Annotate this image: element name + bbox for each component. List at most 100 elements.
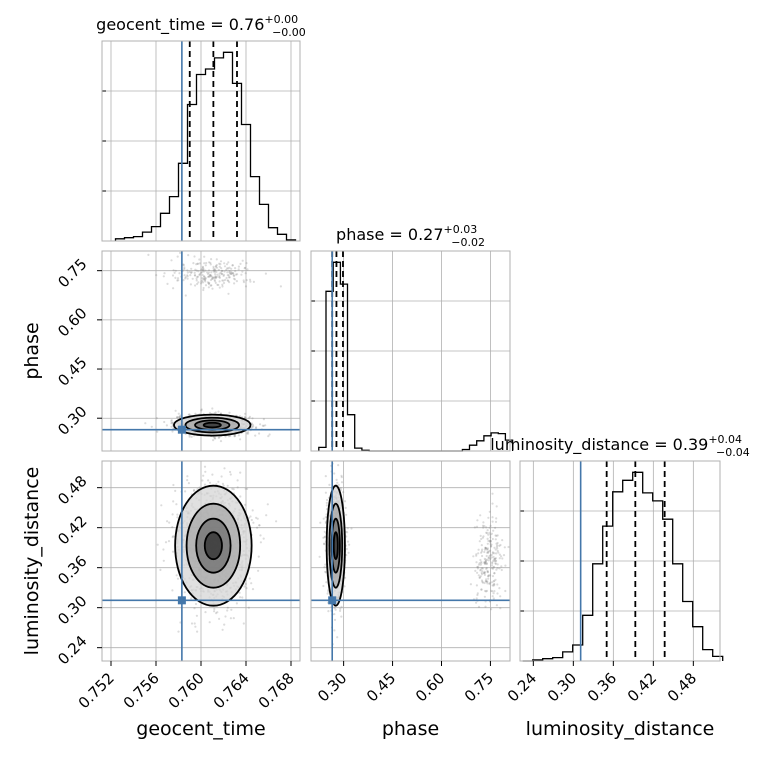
sample-point (495, 552, 498, 555)
sample-point (490, 589, 493, 593)
sample-point (213, 610, 216, 613)
sample-point (214, 277, 217, 280)
sample-point (226, 609, 229, 612)
sample-point (490, 553, 493, 557)
sample-point (215, 612, 218, 615)
sample-point (231, 487, 234, 490)
sample-point (498, 567, 501, 570)
sample-point (475, 525, 479, 528)
sample-point (176, 279, 179, 282)
sample-point (227, 279, 230, 282)
sample-point (484, 589, 487, 593)
sample-point (345, 513, 348, 516)
sample-point (212, 270, 215, 273)
sample-point (155, 417, 158, 420)
sample-point (496, 544, 499, 547)
sample-point (490, 564, 493, 567)
sample-point (211, 277, 214, 280)
sample-point (228, 272, 232, 275)
sample-point (186, 271, 189, 274)
sample-point (492, 592, 495, 595)
sample-point (323, 566, 326, 569)
sample-point (230, 270, 233, 274)
sample-point (202, 275, 206, 278)
sample-point (491, 562, 494, 565)
sample-point (481, 524, 485, 527)
sample-point (475, 561, 478, 564)
sample-point (207, 479, 210, 482)
sample-point (240, 273, 243, 276)
corner-plot-root: geocent_time = 0.76+0.00 −0.00 phase = 0.2… (21, 13, 750, 740)
density-level (204, 532, 222, 560)
sample-point (487, 516, 490, 519)
sample-point (201, 273, 204, 277)
y-tick-label-luminosity_distance: 0.48 (54, 472, 90, 508)
sample-point (170, 420, 173, 423)
sample-point (476, 519, 479, 522)
sample-point (227, 267, 230, 270)
sample-point (501, 539, 504, 542)
sample-point (237, 434, 240, 437)
sample-point (324, 570, 327, 573)
sample-point (486, 532, 489, 535)
histogram-step (318, 261, 514, 452)
sample-point (208, 281, 211, 284)
sample-point (207, 269, 211, 272)
sample-point (475, 584, 478, 587)
sample-point (327, 610, 330, 613)
sample-point (322, 584, 325, 588)
title-plus: +0.04 (708, 433, 742, 446)
sample-point (339, 607, 342, 610)
panel-geocent_time-vs-phase (101, 250, 301, 452)
sample-point (486, 580, 489, 583)
sample-point (477, 563, 481, 566)
sample-point (235, 280, 238, 283)
sample-point (215, 263, 218, 267)
sample-point (208, 273, 212, 277)
sample-point (474, 569, 477, 573)
sample-point (212, 267, 215, 270)
sample-point (340, 615, 343, 618)
sample-point (324, 563, 327, 566)
sample-point (487, 577, 490, 580)
sample-point (209, 278, 213, 282)
sample-point (244, 582, 247, 586)
sample-point (490, 567, 493, 570)
sample-point (333, 607, 336, 610)
sample-point (210, 274, 213, 277)
sample-point (208, 411, 212, 414)
sample-point (200, 409, 203, 412)
sample-point (236, 479, 239, 482)
sample-point (183, 267, 186, 271)
sample-point (215, 483, 218, 486)
sample-point (485, 531, 488, 534)
panel-frame (310, 250, 511, 452)
sample-point (229, 470, 232, 474)
sample-point (204, 276, 207, 279)
sample-point (496, 592, 499, 595)
x-tick-label-luminosity_distance: 0.24 (504, 669, 540, 705)
sample-point (207, 275, 211, 278)
sample-point (262, 418, 265, 421)
sample-point (323, 543, 326, 546)
sample-point (492, 529, 495, 532)
sample-point (491, 492, 494, 495)
sample-point (348, 543, 351, 546)
sample-point (183, 274, 186, 277)
sample-point (193, 607, 196, 610)
sample-point (165, 424, 168, 427)
sample-point (481, 581, 484, 584)
sample-point (190, 597, 193, 600)
sample-point (252, 521, 255, 524)
sample-point (494, 557, 497, 561)
sample-point (487, 556, 490, 560)
sample-point (193, 271, 196, 274)
sample-point (194, 274, 197, 277)
sample-point (196, 630, 199, 633)
sample-point (318, 555, 321, 558)
sample-point (201, 277, 204, 280)
sample-point (207, 286, 210, 289)
sample-point (246, 268, 249, 271)
sample-point (323, 542, 326, 545)
sample-point (495, 568, 498, 571)
